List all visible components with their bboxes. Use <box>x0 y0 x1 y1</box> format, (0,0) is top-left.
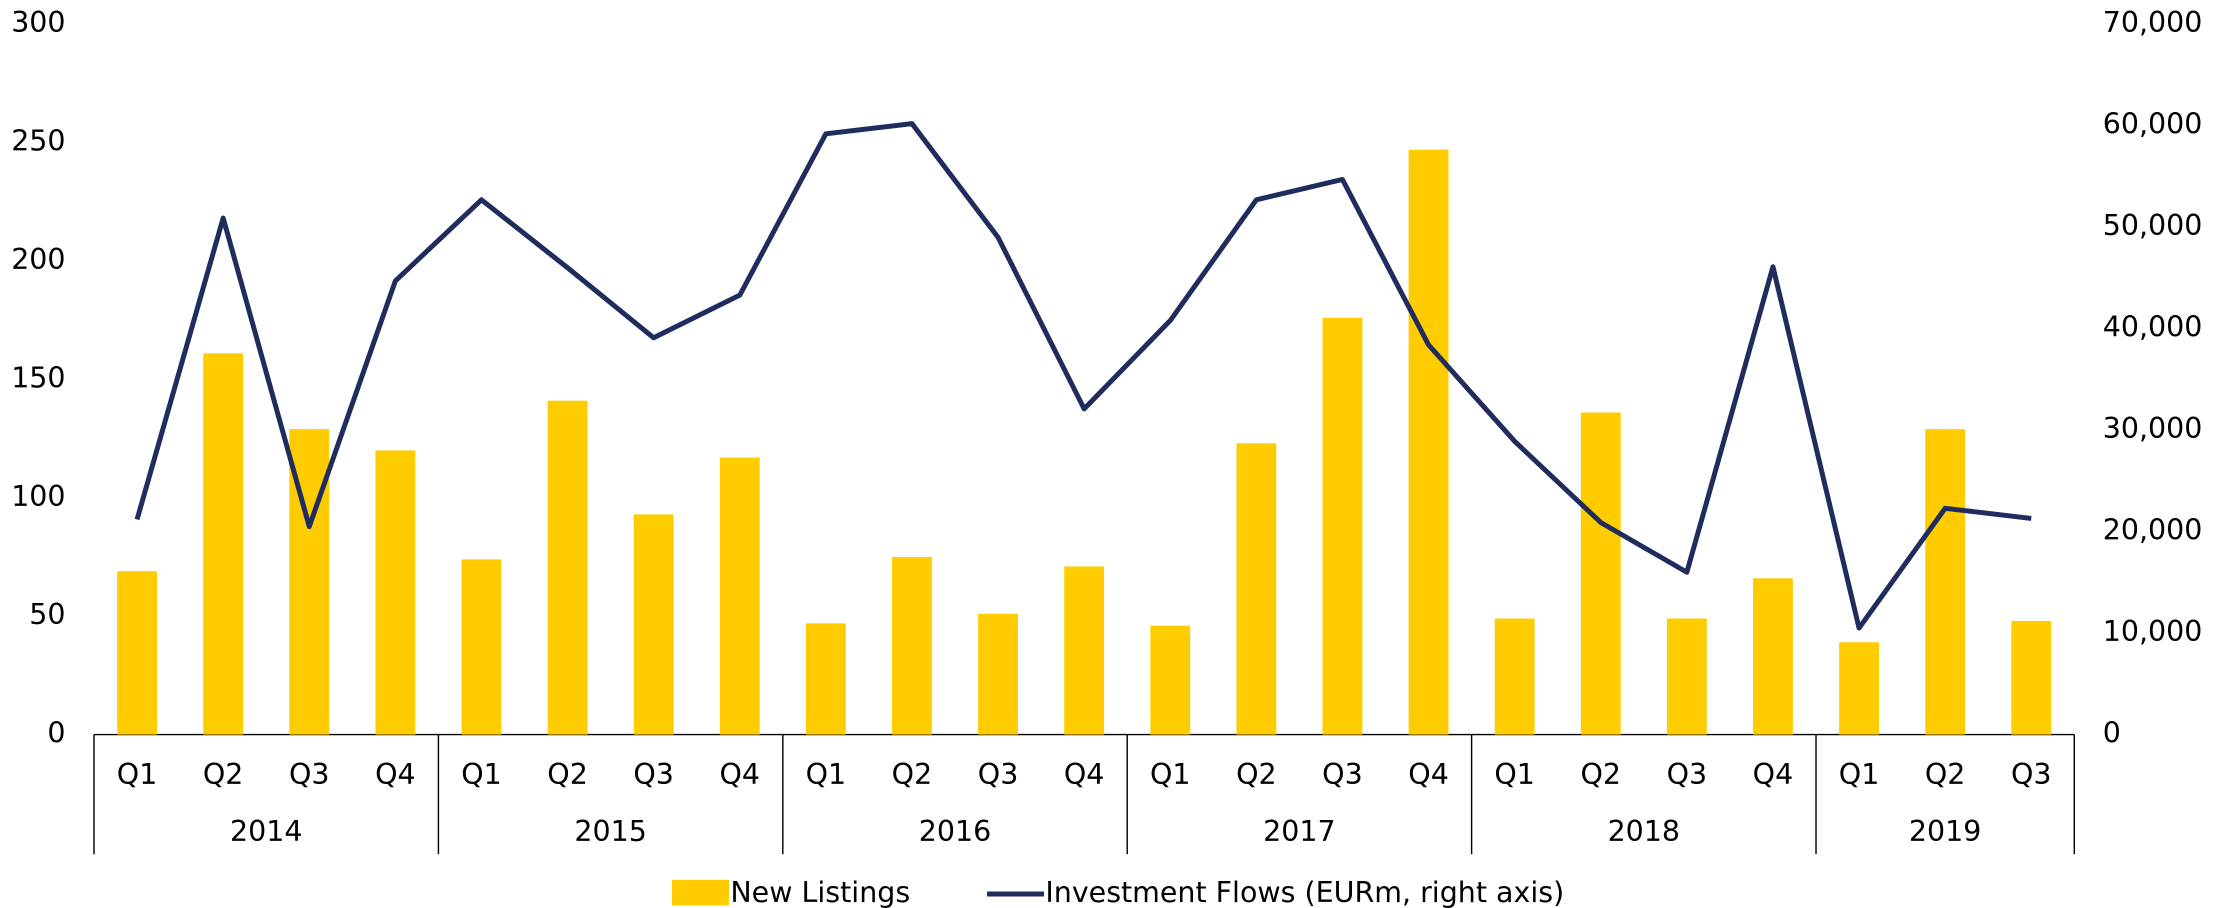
x-tick-label: Q2 <box>1580 758 1621 791</box>
x-tick-label: Q2 <box>892 758 933 791</box>
x-tick-label: Q2 <box>1925 758 1966 791</box>
bar <box>1150 625 1191 735</box>
bar <box>461 559 502 735</box>
y2-tick-label: 10,000 <box>2103 615 2203 648</box>
x-tick-label: Q2 <box>547 758 588 791</box>
bar <box>633 514 674 735</box>
bar <box>892 557 932 735</box>
bar <box>1064 566 1105 735</box>
x-tick-label: Q3 <box>1322 758 1363 791</box>
x-tick-label: Q4 <box>1064 758 1105 791</box>
bar <box>1494 618 1535 735</box>
x-tick-label: Q1 <box>1494 758 1535 791</box>
bar <box>805 623 846 735</box>
x-tick-label: Q3 <box>1667 758 1708 791</box>
x-tick-label: Q4 <box>719 758 760 791</box>
bar <box>1580 412 1621 735</box>
legend-label: Investment Flows (EURm, right axis) <box>1045 876 1564 908</box>
x-tick-label: Q1 <box>117 758 158 791</box>
x-tick-label: Q4 <box>1753 758 1794 791</box>
x-tick-label: Q4 <box>1408 758 1449 791</box>
x-group-label: 2017 <box>1263 815 1335 848</box>
x-tick-label: Q1 <box>461 758 502 791</box>
x-tick-label: Q3 <box>2011 758 2052 791</box>
x-tick-label: Q1 <box>1839 758 1880 791</box>
bar <box>1925 429 1966 735</box>
x-group-label: 2019 <box>1909 815 1981 848</box>
bar <box>547 400 588 735</box>
y-tick-label: 300 <box>11 6 65 39</box>
line <box>134 121 2032 631</box>
x-group-label: 2014 <box>230 815 302 848</box>
x-tick-label: Q2 <box>1236 758 1277 791</box>
y-tick-label: 0 <box>47 717 65 750</box>
bar <box>719 457 760 735</box>
y-tick-label: 100 <box>11 480 65 513</box>
x-tick-label: Q3 <box>978 758 1019 791</box>
y2-tick-label: 20,000 <box>2103 514 2203 547</box>
x-tick-label: Q2 <box>203 758 244 791</box>
y-tick-label: 200 <box>11 243 65 276</box>
bar <box>2011 620 2052 735</box>
bar <box>1839 642 1879 735</box>
y2-tick-label: 70,000 <box>2103 6 2203 39</box>
y-tick-label: 150 <box>11 361 65 394</box>
x-tick-label: Q1 <box>1150 758 1191 791</box>
y2-tick-label: 40,000 <box>2103 311 2203 344</box>
y2-tick-label: 50,000 <box>2103 209 2203 242</box>
y2-tick-label: 30,000 <box>2103 412 2203 445</box>
bar <box>1236 443 1277 735</box>
legend-swatch <box>672 879 729 906</box>
x-tick-label: Q4 <box>375 758 416 791</box>
bar <box>1322 317 1363 735</box>
y-tick-label: 50 <box>29 598 65 631</box>
bar <box>1408 149 1449 735</box>
bar <box>1753 578 1793 735</box>
y-tick-label: 250 <box>11 125 65 158</box>
x-tick-label: Q3 <box>633 758 674 791</box>
legend-label: New Listings <box>730 876 910 908</box>
bar <box>375 450 416 735</box>
y2-tick-label: 60,000 <box>2103 108 2203 141</box>
x-group-label: 2018 <box>1608 815 1680 848</box>
bar <box>1666 618 1707 735</box>
bar <box>117 571 157 735</box>
x-group-label: 2016 <box>919 815 991 848</box>
x-tick-label: Q3 <box>289 758 330 791</box>
bar <box>978 613 1018 735</box>
y2-tick-label: 0 <box>2103 717 2121 750</box>
bar <box>203 353 244 735</box>
x-tick-label: Q1 <box>806 758 847 791</box>
x-group-label: 2015 <box>574 815 646 848</box>
